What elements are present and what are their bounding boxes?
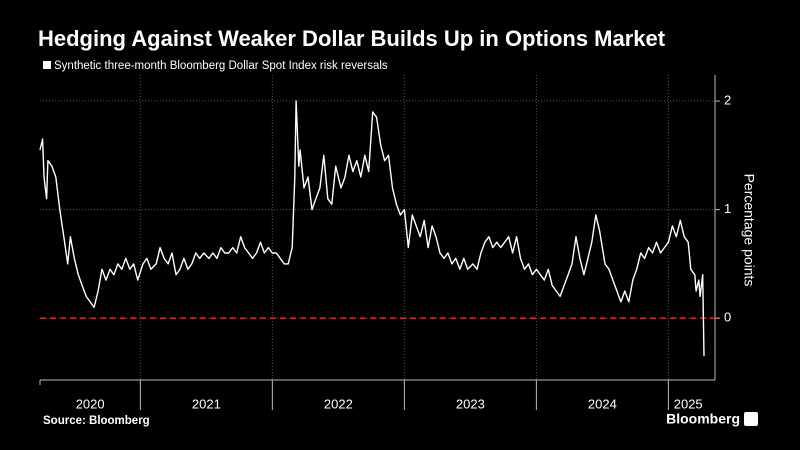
x-tick-label: 2025 <box>674 396 703 411</box>
y-axis-title: Percentage points <box>741 174 757 287</box>
source: Source: Bloomberg <box>43 415 150 427</box>
legend-label: Synthetic three-month Bloomberg Dollar S… <box>54 60 388 72</box>
y-tick-label: 1 <box>724 201 731 216</box>
chart-title: Hedging Against Weaker Dollar Builds Up … <box>38 26 666 51</box>
x-tick-label: 2024 <box>588 396 617 411</box>
brand: Bloomberg <box>666 411 740 427</box>
legend-swatch <box>43 61 51 69</box>
data-line <box>39 100 705 357</box>
x-tick-label: 2023 <box>456 396 485 411</box>
x-tick-label: 2022 <box>324 396 353 411</box>
x-tick-label: 2021 <box>192 396 221 411</box>
x-tick-label: 2020 <box>76 396 105 411</box>
y-tick-label: 2 <box>724 92 731 107</box>
brand-icon <box>744 412 758 426</box>
y-tick-label: 0 <box>724 310 731 325</box>
